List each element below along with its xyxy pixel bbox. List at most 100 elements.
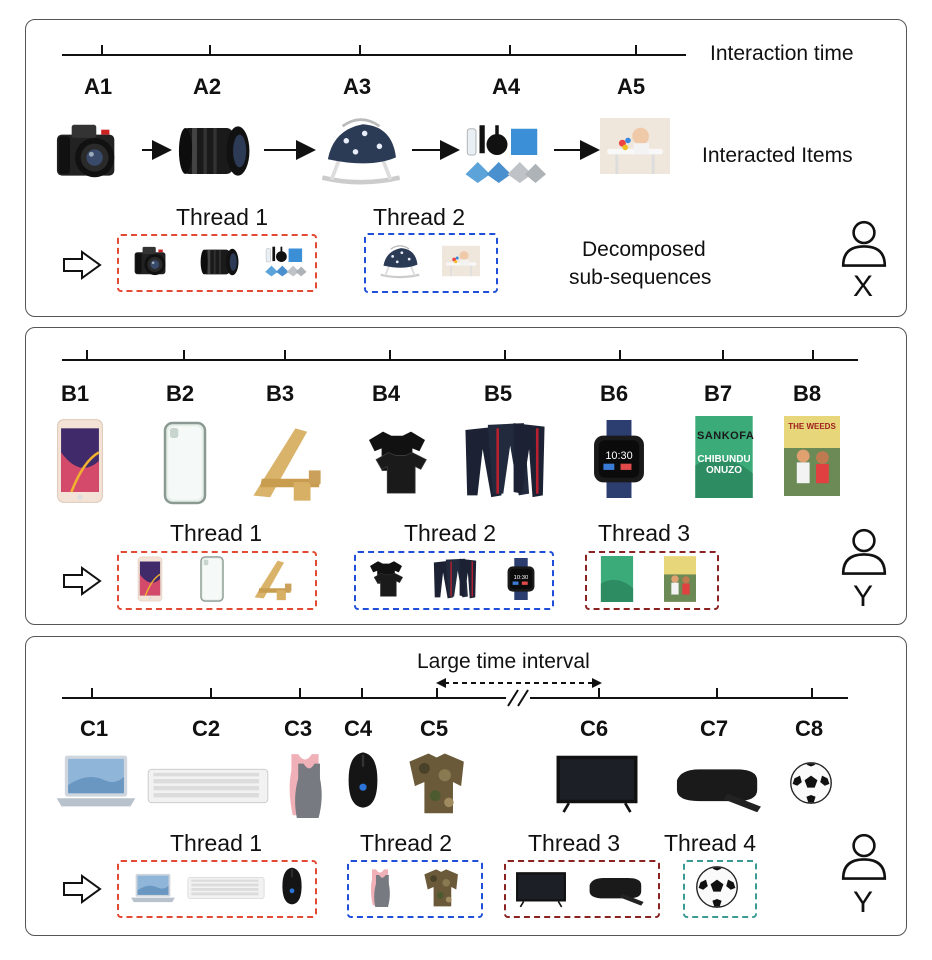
baby-bouncer-icon bbox=[315, 112, 407, 188]
user-label-y: Y bbox=[853, 580, 874, 613]
timeline-tick-c5 bbox=[436, 688, 438, 699]
camo-jacket-icon bbox=[400, 748, 476, 816]
thread-2-box bbox=[364, 233, 498, 293]
axis-break-icon bbox=[507, 689, 529, 707]
timeline-tick-a3 bbox=[359, 45, 361, 56]
camera-lens-icon bbox=[198, 244, 242, 280]
item-label-c5: C5 bbox=[420, 716, 449, 741]
timeline-tick-b2 bbox=[183, 350, 185, 361]
thread-3-title: Thread 3 bbox=[598, 520, 691, 546]
timeline-tick-c4 bbox=[361, 688, 363, 699]
item-label-a4: A4 bbox=[492, 74, 521, 99]
item-label-c3: C3 bbox=[284, 716, 313, 741]
sequence-arrow bbox=[412, 140, 460, 160]
phone-case-icon bbox=[160, 420, 210, 506]
timeline-tick-b3 bbox=[284, 350, 286, 361]
sequence-arrow bbox=[554, 140, 600, 160]
user-label-x: X bbox=[853, 270, 874, 303]
thread-4-title: Thread 4 bbox=[664, 830, 757, 856]
item-label-c8: C8 bbox=[795, 716, 824, 741]
timeline-tick-c2 bbox=[210, 688, 212, 699]
timeline-tick-c8 bbox=[811, 688, 813, 699]
smartwatch-icon bbox=[580, 416, 658, 502]
decomposed-label-line2: sub-sequences bbox=[569, 266, 712, 289]
soccer-ball-icon bbox=[788, 760, 834, 806]
thread-1-box bbox=[117, 234, 317, 292]
user-label-y: Y bbox=[853, 886, 874, 919]
laptop-icon bbox=[55, 752, 137, 810]
item-label-c7: C7 bbox=[700, 716, 729, 741]
tv-icon bbox=[553, 752, 641, 814]
thread-1-title: Thread 1 bbox=[170, 520, 263, 546]
tshirt-icon bbox=[366, 556, 406, 600]
soccer-ball-icon bbox=[694, 864, 740, 910]
smartphone-icon bbox=[134, 556, 166, 602]
gaming-mouse-icon bbox=[280, 864, 304, 908]
thread-1-box bbox=[117, 860, 317, 918]
thread-2-box bbox=[347, 860, 483, 918]
timeline-tick-b6 bbox=[619, 350, 621, 361]
hollow-arrow-icon bbox=[62, 250, 102, 280]
thread-2-title: Thread 2 bbox=[360, 830, 453, 856]
book-title-b7: SANKOFA bbox=[697, 430, 755, 442]
thread-3-box bbox=[585, 551, 719, 610]
camo-jacket-icon bbox=[420, 866, 464, 908]
thread-1-box bbox=[117, 551, 317, 610]
interacted-items-label: Interacted Items bbox=[702, 144, 853, 167]
item-label-b4: B4 bbox=[372, 381, 401, 406]
timeline-tick-c7 bbox=[716, 688, 718, 699]
thread-2-title: Thread 2 bbox=[404, 520, 497, 546]
timeline-axis-b bbox=[62, 359, 858, 361]
item-label-b7: B7 bbox=[704, 381, 733, 406]
dslr-camera-icon bbox=[132, 242, 176, 280]
camera-lens-icon bbox=[174, 118, 256, 184]
thread-4-box bbox=[683, 860, 757, 918]
dslr-camera-icon bbox=[52, 115, 134, 187]
book-author-b7: CHIBUNDU ONUZO bbox=[697, 454, 751, 476]
user-icon bbox=[838, 830, 890, 882]
item-label-b6: B6 bbox=[600, 381, 629, 406]
user-icon bbox=[838, 525, 890, 577]
item-label-b1: B1 bbox=[61, 381, 90, 406]
sequence-arrow bbox=[142, 140, 172, 160]
lens-cleaning-kit-icon bbox=[262, 244, 308, 280]
timeline-tick-a4 bbox=[509, 45, 511, 56]
decomposed-label-line1: Decomposed bbox=[582, 238, 706, 261]
smartphone-icon bbox=[53, 418, 107, 504]
item-label-c6: C6 bbox=[580, 716, 609, 741]
timeline-axis-c bbox=[62, 697, 506, 699]
book-icon bbox=[664, 556, 696, 602]
item-label-c4: C4 bbox=[344, 716, 373, 741]
pants-icon bbox=[430, 556, 480, 602]
timeline-tick-c1 bbox=[91, 688, 93, 699]
keyboard-icon bbox=[186, 874, 266, 902]
laptop-icon bbox=[130, 872, 176, 904]
timeline-tick-b1 bbox=[86, 350, 88, 361]
phone-stand-icon bbox=[250, 556, 296, 602]
thread-1-title: Thread 1 bbox=[176, 204, 269, 230]
phone-case-icon bbox=[198, 556, 226, 602]
hollow-arrow-icon bbox=[62, 874, 102, 904]
item-label-a3: A3 bbox=[343, 74, 372, 99]
item-label-b8: B8 bbox=[793, 381, 822, 406]
book-title-b8: THE WEEDS bbox=[788, 422, 836, 431]
keyboard-icon bbox=[146, 764, 270, 808]
timeline-axis-a bbox=[62, 54, 686, 56]
baby-high-chair-icon bbox=[600, 112, 670, 180]
timeline-tick-b4 bbox=[389, 350, 391, 361]
timeline-tick-c6 bbox=[598, 688, 600, 699]
interaction-time-label: Interaction time bbox=[710, 42, 854, 65]
phone-stand-icon bbox=[244, 420, 330, 504]
tank-top-icon bbox=[284, 750, 326, 818]
timeline-tick-a2 bbox=[209, 45, 211, 56]
tank-top-icon bbox=[368, 866, 392, 908]
item-label-b5: B5 bbox=[484, 381, 513, 406]
thread-1-title: Thread 1 bbox=[170, 830, 263, 856]
book-icon bbox=[600, 556, 634, 602]
timeline-axis-c bbox=[530, 697, 848, 699]
pants-icon bbox=[460, 418, 550, 504]
item-label-a1: A1 bbox=[84, 74, 113, 99]
large-time-interval-label: Large time interval bbox=[417, 650, 590, 673]
baby-high-chair-icon bbox=[442, 244, 480, 278]
timeline-tick-b8 bbox=[812, 350, 814, 361]
